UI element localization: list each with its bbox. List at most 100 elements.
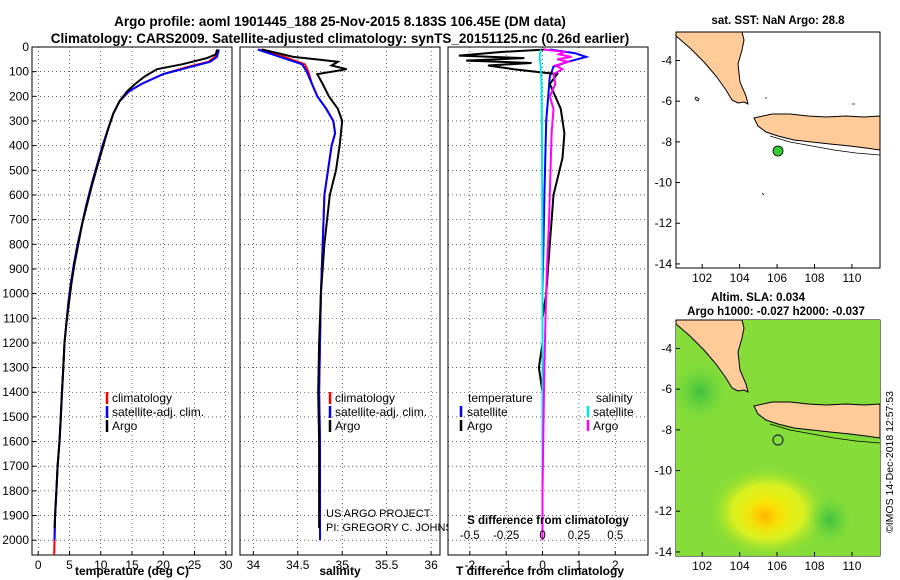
difference-secondary-xtick-label: -0.5 bbox=[460, 530, 480, 542]
difference-series-1 bbox=[458, 48, 566, 541]
temperature-xtick-label: 0 bbox=[35, 558, 42, 572]
salinity-legend-label: Argo bbox=[335, 419, 361, 433]
depth-tick-label: 1900 bbox=[2, 509, 29, 523]
project-annotation: US ARGO PROJECT bbox=[326, 508, 431, 520]
temperature-xtick-label: 20 bbox=[157, 558, 171, 572]
temperature-xtick-label: 10 bbox=[94, 558, 108, 572]
salinity-xtick-label: 34.5 bbox=[286, 558, 310, 572]
sst-map-land bbox=[676, 32, 880, 196]
depth-tick-label: 1300 bbox=[2, 361, 29, 375]
difference-xlabel: T difference from climatology bbox=[456, 564, 624, 578]
java-coast-outline-2 bbox=[769, 423, 880, 444]
depth-tick-label: 800 bbox=[9, 237, 29, 251]
difference-xtick-label: -2 bbox=[464, 558, 475, 572]
temperature-xtick-label: 25 bbox=[188, 558, 202, 572]
sst-float-marker bbox=[772, 145, 784, 157]
sla-map-title-line2: Argo h1000: -0.027 h2000: -0.037 bbox=[687, 306, 865, 318]
salinity-legend-label: satellite-adj. clim. bbox=[335, 405, 427, 419]
difference-series-0 bbox=[541, 48, 590, 541]
depth-tick-label: 900 bbox=[9, 262, 29, 276]
depth-tick-label: 100 bbox=[9, 65, 29, 79]
temperature-legend-label: Argo bbox=[112, 419, 138, 433]
temperature-panel: 0 5 10 15 20 25 30 0 100 200 300 400 500 600 700 800 90… bbox=[2, 40, 232, 578]
sumatra-land-2 bbox=[676, 320, 749, 393]
sst-map-xtick-label: 104 bbox=[730, 271, 750, 285]
difference-series-3 bbox=[541, 48, 572, 541]
depth-tick-label: 1100 bbox=[3, 311, 29, 325]
sst-map-ytick-label: -4 bbox=[661, 53, 672, 67]
sla-map-ytick-label: -12 bbox=[655, 504, 673, 518]
sst-map-xtick-label: 110 bbox=[842, 271, 861, 285]
sla-map-ytick-label: -8 bbox=[661, 423, 672, 437]
salinity-xtick-label: 35 bbox=[336, 558, 350, 572]
salinity-xtick-label: 36 bbox=[424, 558, 438, 572]
sst-map-xtick-label: 106 bbox=[767, 271, 787, 285]
sla-map-panel: Altim. SLA: 0.034 Argo h1000: -0.027 h20… bbox=[655, 292, 881, 573]
sst-map-ytick-label: -8 bbox=[661, 135, 672, 149]
temperature-legend-label: climatology bbox=[112, 391, 172, 405]
salinity-panel: 34 34.5 35 35.5 36 salinity climatologysatel… bbox=[239, 46, 469, 578]
difference-series-2 bbox=[538, 49, 544, 541]
sst-map-ytick-label: -14 bbox=[655, 257, 673, 271]
sumatra-land bbox=[676, 32, 749, 105]
difference-plot-frame bbox=[447, 46, 649, 556]
depth-tick-label: 200 bbox=[9, 89, 29, 103]
java-land bbox=[753, 113, 880, 151]
depth-tick-label: 1700 bbox=[2, 459, 29, 473]
java-coast-outline bbox=[769, 135, 880, 156]
depth-tick-label: 600 bbox=[9, 188, 29, 202]
depth-tick-label: 1800 bbox=[2, 484, 29, 498]
salinity-plot-frame bbox=[239, 46, 441, 556]
sla-map-ytick-label: -4 bbox=[661, 341, 672, 355]
difference-secondary-xtick-label: 0 bbox=[539, 530, 545, 542]
salinity-series-2 bbox=[261, 48, 347, 528]
difference-secondary-xtick-label: 0.5 bbox=[607, 530, 623, 542]
depth-tick-label: 700 bbox=[9, 213, 29, 227]
depth-tick-label: 300 bbox=[9, 114, 29, 128]
sst-map-panel: sat. SST: NaN Argo: 28.8 102 104 106 108 110… bbox=[655, 15, 881, 285]
java-land-2 bbox=[753, 401, 880, 439]
diff-legend-label: satellite bbox=[593, 405, 634, 419]
difference-panel: -2 -1 0 1 2 -0.5 -0.25 0 0.25 0.5 T difference fr… bbox=[447, 46, 649, 578]
header-line1: Argo profile: aoml 1901445_188 25-Nov-20… bbox=[114, 14, 566, 29]
temperature-legend-label: satellite-adj. clim. bbox=[112, 405, 204, 419]
pi-annotation: PI: GREGORY C. JOHNSON bbox=[326, 522, 469, 534]
depth-tick-label: 1200 bbox=[2, 336, 29, 350]
temperature-xtick-label: 5 bbox=[66, 558, 73, 572]
sst-map-xtick-label: 102 bbox=[692, 271, 712, 285]
depth-tick-label: 1600 bbox=[2, 435, 29, 449]
sla-map-ytick-label: -6 bbox=[661, 382, 672, 396]
sst-map-islands bbox=[694, 96, 855, 196]
diff-legend-label: Argo bbox=[467, 419, 493, 433]
depth-tick-label: 1500 bbox=[2, 410, 29, 424]
sla-map-xtick-label: 102 bbox=[692, 559, 712, 573]
depth-tick-label: 2000 bbox=[2, 533, 29, 547]
sla-map-xtick-label: 106 bbox=[767, 559, 787, 573]
sst-map-ytick-label: -10 bbox=[655, 176, 673, 190]
difference-xtick-label: -1 bbox=[501, 558, 512, 572]
salinity-xtick-label: 34 bbox=[247, 558, 261, 572]
sla-field bbox=[676, 320, 880, 556]
sst-map-ytick-label: -6 bbox=[661, 94, 672, 108]
difference-xtick-label: 1 bbox=[576, 558, 583, 572]
header-line2: Climatology: CARS2009. Satellite-adjuste… bbox=[51, 31, 629, 46]
temperature-xlabel: temperature (deg C) bbox=[75, 564, 189, 578]
depth-tick-label: 500 bbox=[9, 163, 29, 177]
diff-legend-label: Argo bbox=[593, 419, 619, 433]
sst-map-title: sat. SST: NaN Argo: 28.8 bbox=[711, 15, 845, 27]
diff-legend-salinity-title: salinity bbox=[596, 391, 633, 405]
sla-map-xtick-label: 104 bbox=[730, 559, 750, 573]
sla-map-xtick-label: 110 bbox=[842, 559, 861, 573]
sla-map-ytick-label: -14 bbox=[655, 545, 673, 559]
difference-secondary-xtick-label: 0.25 bbox=[568, 530, 590, 542]
sla-float-marker bbox=[772, 434, 784, 446]
credit-timestamp: ©IMOS 14-Dec-2018 12:57:53 bbox=[884, 391, 896, 533]
difference-xtick-label: 0 bbox=[539, 558, 546, 572]
sla-map-xtick-label: 108 bbox=[804, 559, 824, 573]
diff-legend-temperature-title: temperature bbox=[468, 391, 533, 405]
salinity-legend-label: climatology bbox=[335, 391, 395, 405]
difference-xtick-label: 2 bbox=[612, 558, 619, 572]
sst-map-xtick-label: 108 bbox=[804, 271, 824, 285]
temperature-xtick-label: 15 bbox=[125, 558, 139, 572]
